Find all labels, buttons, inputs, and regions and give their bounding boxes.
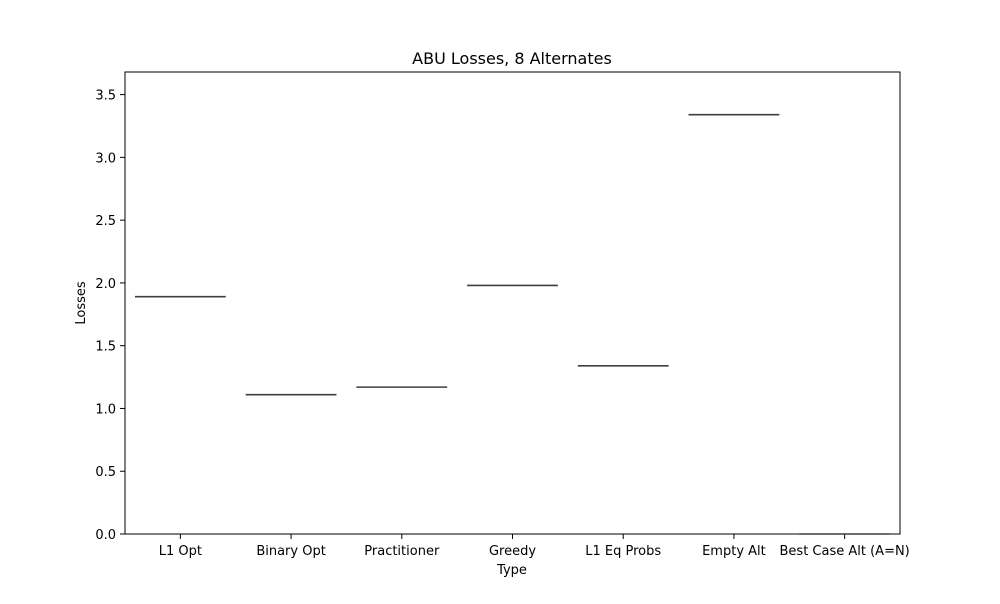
y-tick-label: 0.0 bbox=[95, 528, 116, 543]
y-tick-label: 1.0 bbox=[95, 402, 116, 417]
x-tick-label: Binary Opt bbox=[256, 544, 326, 559]
y-tick-label: 3.0 bbox=[95, 151, 116, 166]
x-tick-label: Empty Alt bbox=[702, 544, 766, 559]
y-tick-label: 2.5 bbox=[95, 214, 116, 229]
x-tick-label: Practitioner bbox=[364, 544, 440, 559]
y-tick-label: 3.5 bbox=[95, 89, 116, 104]
chart-title: ABU Losses, 8 Alternates bbox=[412, 49, 612, 68]
plot-area: 0.0 0.5 1.0 1.5 2.0 2.5 3.0 3.5 L1 Opt Binary Opt… bbox=[95, 71, 910, 559]
x-tick-label: Greedy bbox=[489, 544, 536, 559]
x-tick-label: Best Case Alt (A=N) bbox=[780, 544, 910, 559]
x-tick-label: L1 Eq Probs bbox=[585, 544, 661, 559]
y-tick-label: 2.0 bbox=[95, 277, 116, 292]
y-axis-label: Losses bbox=[74, 281, 89, 325]
plot-frame bbox=[124, 71, 901, 535]
y-tick-label: 0.5 bbox=[95, 465, 116, 480]
x-tick-label: L1 Opt bbox=[159, 544, 202, 559]
x-axis-label: Type bbox=[496, 563, 527, 578]
y-tick-label: 1.5 bbox=[95, 340, 116, 355]
